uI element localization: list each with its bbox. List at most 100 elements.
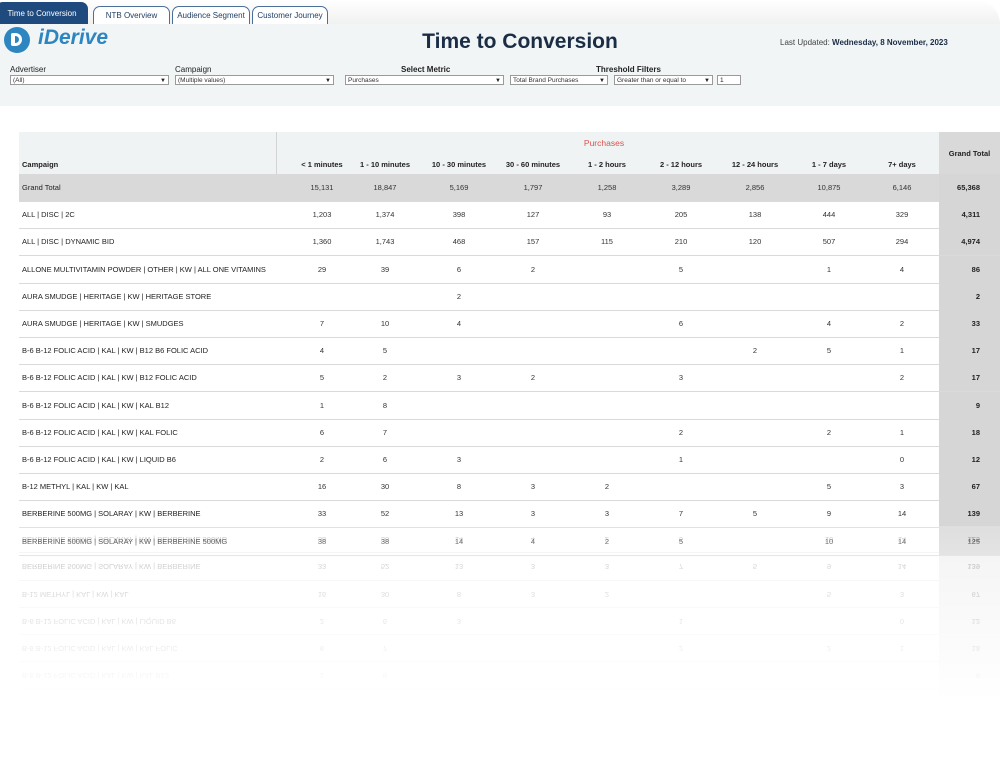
metric-secondary-select[interactable]: Total Brand Purchases ▼	[510, 75, 608, 85]
page-title: Time to Conversion	[422, 30, 618, 53]
table-row[interactable]: B-6 B-12 FOLIC ACID | KAL | KW | B12 FOL…	[19, 364, 1000, 393]
table-row[interactable]: ALLONE MULTIVITAMIN POWDER | OTHER | KW …	[19, 255, 1000, 284]
grand-total-cell: 18	[939, 418, 1000, 446]
table-row[interactable]: BERBERINE 500MG | SOLARAY | KW | BERBERI…	[19, 500, 1000, 529]
chevron-down-icon: ▼	[160, 78, 166, 84]
grand-total-row[interactable]: Grand Total 15,131 18,847 5,169 1,797 1,258 3,…	[19, 174, 1000, 202]
campaign-name: B-6 B-12 FOLIC ACID | KAL | KW | KAL FOL…	[22, 427, 178, 437]
grand-total-cell: 17	[939, 364, 1000, 392]
table-cell: 33	[317, 509, 327, 519]
table-cell: 3	[604, 509, 610, 519]
column-header: 12 - 24 hours	[731, 160, 779, 169]
table-cell: 3	[456, 455, 462, 464]
campaign-name: AURA SMUDGE | HERITAGE | KW | SMUDGES	[22, 319, 184, 328]
metric-header: Purchases	[583, 138, 625, 148]
table-cell: 1,797	[523, 183, 543, 192]
table-cell: 5	[752, 509, 758, 519]
table-cell: 2	[604, 482, 610, 492]
column-header: 1 - 7 days	[811, 160, 847, 169]
table-area: Purchases Campaign Grand Total < 1 minut…	[0, 106, 1000, 759]
table-header: Purchases Campaign Grand Total < 1 minut…	[19, 132, 1000, 175]
table-cell: 9	[826, 509, 832, 519]
table-cell: 16	[317, 482, 327, 492]
tab-audience-segment[interactable]: Audience Segment	[172, 6, 250, 24]
last-updated: Last Updated: Wednesday, 8 November, 202…	[780, 38, 948, 47]
grand-total-cell: 12	[939, 446, 1000, 473]
table-cell: 1	[899, 427, 905, 437]
tab-time-to-conversion[interactable]: Time to Conversion	[0, 2, 88, 24]
threshold-operator-value: Greater than or equal to	[617, 77, 687, 84]
grand-total-cell: 2	[939, 282, 1000, 310]
grand-total-cell: 17	[939, 337, 1000, 365]
campaign-select[interactable]: (Multiple values) ▼	[175, 75, 334, 85]
campaign-name: B-6 B-12 FOLIC ACID | KAL | KW | KAL B12	[22, 400, 170, 410]
advertiser-select[interactable]: (All) ▼	[10, 75, 169, 85]
table-row[interactable]: AURA SMUDGE | HERITAGE | KW | SMUDGES 7 10…	[19, 310, 1000, 338]
threshold-filters-label: Threshold Filters	[596, 65, 661, 74]
table-cell: 3	[678, 373, 684, 383]
table-cell: 398	[452, 210, 466, 220]
metric-secondary-value: Total Brand Purchases	[513, 77, 579, 84]
table-cell: 6	[319, 427, 325, 437]
campaign-name: ALL | DISC | DYNAMIC BID	[22, 237, 115, 247]
grand-total-column-header: Grand Total	[948, 149, 991, 158]
table-cell: 1	[899, 346, 905, 356]
column-header: < 1 minutes	[301, 160, 343, 169]
table-cell: 39	[380, 264, 390, 274]
threshold-value-input[interactable]: 1	[717, 75, 741, 85]
metric-select[interactable]: Purchases ▼	[345, 75, 504, 85]
table-cell: 329	[895, 210, 909, 220]
table-cell: 13	[454, 509, 464, 519]
table-cell: 444	[822, 210, 836, 220]
table-row[interactable]: B-6 B-12 FOLIC ACID | KAL | KW | B12 B6 …	[19, 337, 1000, 366]
header: iDerive Time to Conversion Last Updated:…	[0, 24, 1000, 106]
table-row[interactable]: ALL | DISC | 2C 1,203 1,374 398 127 93 205 138 4…	[19, 201, 1000, 230]
table-row[interactable]: B-12 METHYL | KAL | KW | KAL 16 30 8 3 2 5 3 67	[19, 473, 1000, 502]
table-cell: 2	[382, 373, 388, 383]
table-cell: 157	[526, 237, 540, 247]
table-cell: 210	[674, 237, 688, 247]
campaign-column-header: Campaign	[22, 160, 59, 169]
table-cell: 5	[678, 264, 684, 274]
tab-ntb-overview[interactable]: NTB Overview	[93, 6, 170, 24]
table-cell: 8	[456, 482, 462, 492]
table-cell: 52	[380, 509, 390, 519]
threshold-operator-select[interactable]: Greater than or equal to ▼	[614, 75, 713, 85]
column-header: 30 - 60 minutes	[505, 160, 561, 169]
table-cell: 3	[530, 482, 536, 492]
table-row[interactable]: ALL | DISC | DYNAMIC BID 1,360 1,743 468 157…	[19, 228, 1000, 257]
table-cell: 1	[678, 455, 684, 464]
table-cell: 5	[826, 482, 832, 492]
grand-total-cell: 4,311	[939, 201, 1000, 229]
table-cell: 115	[601, 237, 613, 247]
tab-customer-journey[interactable]: Customer Journey	[252, 6, 328, 24]
advertiser-select-value: (All)	[13, 77, 25, 84]
table-cell: 93	[602, 210, 612, 220]
table-cell: 4	[456, 319, 462, 328]
table-cell: 18,847	[373, 183, 397, 192]
campaign-name: B-6 B-12 FOLIC ACID | KAL | KW | B12 FOL…	[22, 373, 197, 383]
table-cell: 2	[530, 264, 536, 274]
chevron-down-icon: ▼	[704, 78, 710, 84]
table-cell: 2	[678, 427, 684, 437]
table-cell: 1,360	[312, 237, 332, 247]
table-row[interactable]: B-6 B-12 FOLIC ACID | KAL | KW | KAL FOL…	[19, 418, 1000, 447]
table-cell: 2	[752, 346, 758, 356]
table-cell: 30	[380, 482, 390, 492]
table-cell: 2	[319, 455, 325, 464]
table-cell: 507	[822, 237, 836, 247]
campaign-name: B-6 B-12 FOLIC ACID | KAL | KW | LIQUID …	[22, 455, 176, 464]
table-cell: 2	[899, 373, 905, 383]
grand-total-cell: 33	[939, 310, 1000, 337]
table-cell: 29	[317, 264, 327, 274]
table-row[interactable]: B-6 B-12 FOLIC ACID | KAL | KW | LIQUID …	[19, 446, 1000, 474]
chevron-down-icon: ▼	[599, 78, 605, 84]
table-cell: 8	[382, 400, 388, 410]
table-cell: 1	[826, 264, 832, 274]
column-header: 1 - 10 minutes	[359, 160, 411, 169]
table-row[interactable]: AURA SMUDGE | HERITAGE | KW | HERITAGE S…	[19, 282, 1000, 311]
table-row[interactable]: B-6 B-12 FOLIC ACID | KAL | KW | KAL B12…	[19, 391, 1000, 420]
table-cell: 138	[748, 210, 762, 220]
table-cell: 1,203	[312, 210, 332, 220]
chevron-down-icon: ▼	[495, 78, 501, 84]
